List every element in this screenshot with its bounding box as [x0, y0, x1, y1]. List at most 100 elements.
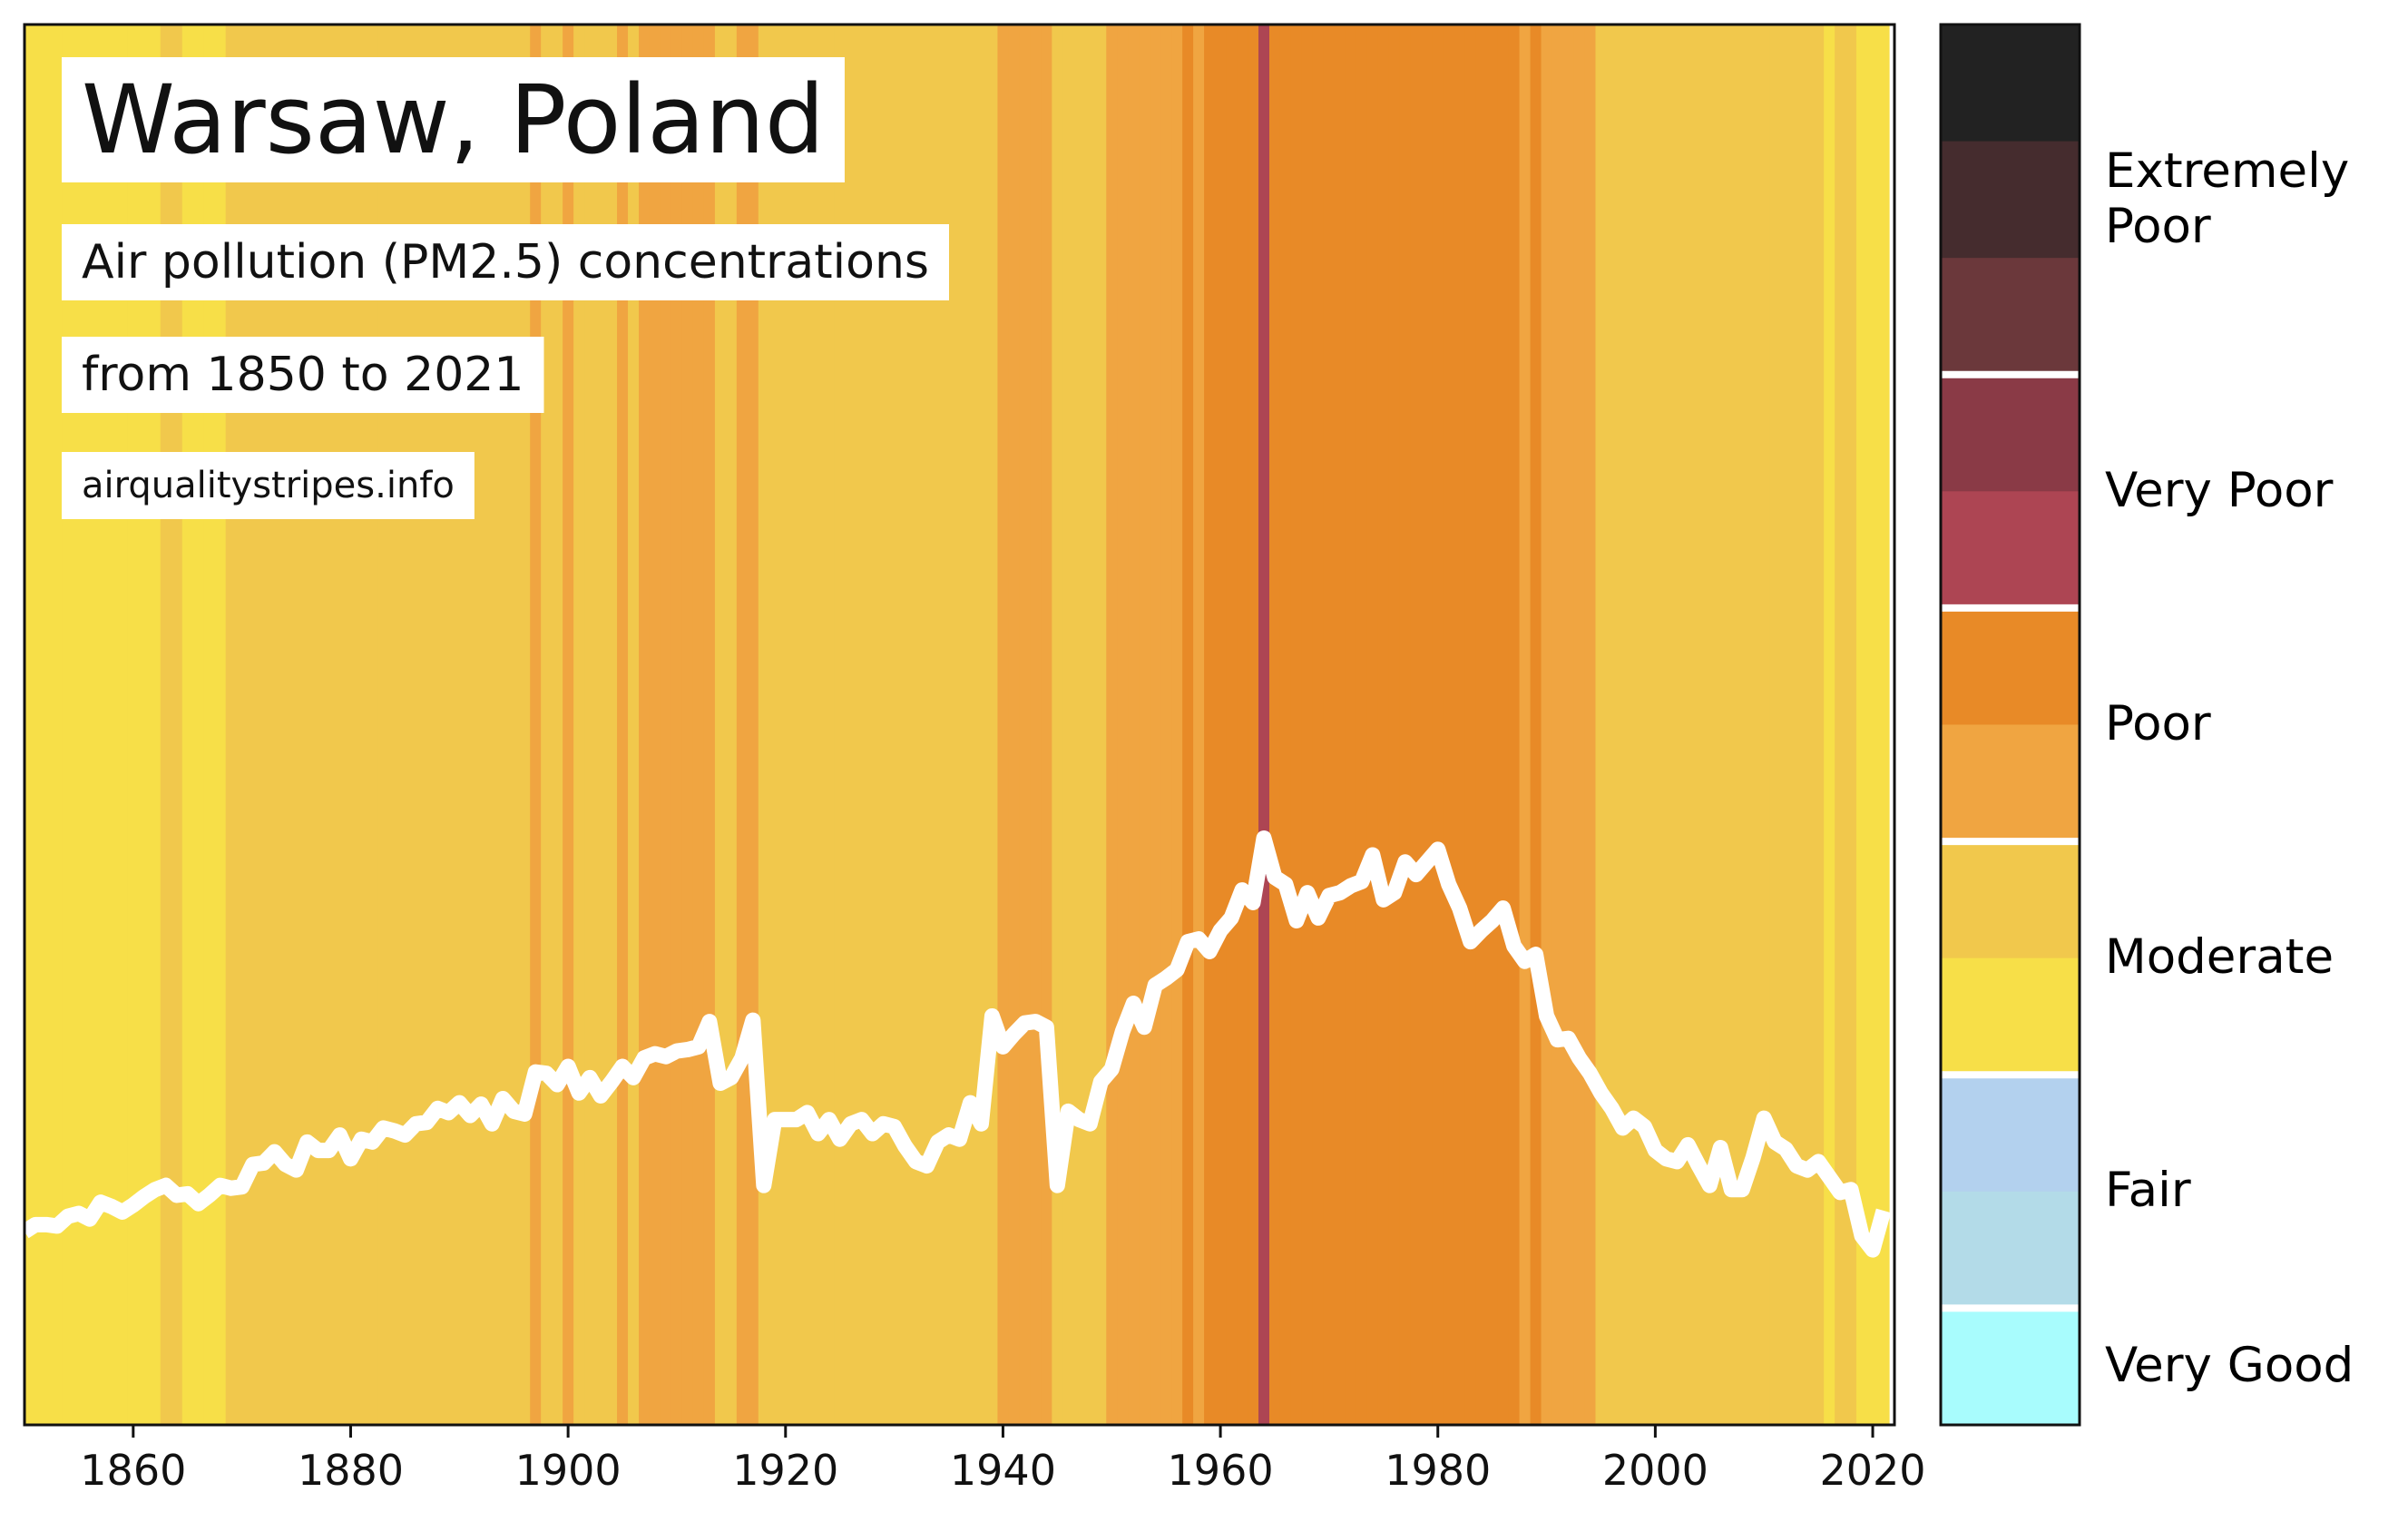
pollution-line [24, 830, 1892, 1258]
stripe [910, 25, 923, 1425]
stripe [954, 25, 966, 1425]
stripe [877, 25, 890, 1425]
stripe [834, 25, 847, 1425]
stripe [1606, 25, 1619, 1425]
colorbar-label-box: Fair [2105, 1163, 2191, 1219]
stripe [768, 25, 781, 1425]
stripe [1356, 25, 1368, 1425]
stripe [1030, 25, 1042, 1425]
stripe [943, 25, 955, 1425]
colorbar-segment [1941, 491, 2080, 609]
stripe [1323, 25, 1336, 1425]
stripe [1041, 25, 1052, 1425]
stripe [1682, 25, 1694, 1425]
colorbar-frame [1939, 23, 2081, 1427]
stripe [1878, 25, 1890, 1425]
stripe [1475, 25, 1488, 1425]
colorbar-segment [1941, 607, 2080, 725]
stripe [1301, 25, 1314, 1425]
stripe [1139, 25, 1150, 1425]
colorbar-label: Fair [2105, 1163, 2191, 1219]
chart-source-background [62, 452, 475, 519]
colorbar-label-box: Poor [2105, 696, 2211, 751]
stripe [51, 25, 64, 1425]
stripe [1193, 25, 1205, 1425]
stripe [1617, 25, 1630, 1425]
stripe [1780, 25, 1792, 1425]
stripe [1628, 25, 1640, 1425]
stripe [1454, 25, 1466, 1425]
colorbar-label-box: Very Good [2105, 1338, 2354, 1393]
stripe [1715, 25, 1727, 1425]
colorbar-label: Moderate [2105, 929, 2335, 986]
x-tick-label: 1980 [1385, 1446, 1491, 1495]
stripe [866, 25, 879, 1425]
chart-subtitle-box: Air pollution (PM2.5) concentrations [62, 224, 949, 300]
stripe [1248, 25, 1259, 1425]
stripe [1530, 25, 1542, 1425]
stripe [1421, 25, 1434, 1425]
stripe [1464, 25, 1477, 1425]
colorbar-segment [1941, 724, 2080, 842]
stripe [595, 25, 607, 1425]
stripe [921, 25, 934, 1425]
stripe [1726, 25, 1737, 1425]
chart-subtitle-background [62, 337, 544, 413]
stripe [975, 25, 988, 1425]
stripe [1584, 25, 1597, 1425]
stripe [1269, 25, 1281, 1425]
stripe [1813, 25, 1825, 1425]
stripe [1399, 25, 1412, 1425]
stripe [1008, 25, 1021, 1425]
x-tick-label: 1940 [950, 1446, 1056, 1495]
stripe [1835, 25, 1846, 1425]
chart-subtitle: Air pollution (PM2.5) concentrations [82, 235, 929, 290]
stripe [986, 25, 999, 1425]
stripe [1128, 25, 1140, 1425]
stripe [1171, 25, 1183, 1425]
stripe [1095, 25, 1107, 1425]
stripe [1215, 25, 1227, 1425]
stripe [1802, 25, 1814, 1425]
stripe [1258, 25, 1270, 1425]
stripe [1290, 25, 1303, 1425]
stripe [1182, 25, 1194, 1425]
chart-title: Warsaw, Poland [82, 64, 825, 175]
stripe [812, 25, 825, 1425]
stripe [1204, 25, 1216, 1425]
x-tick-label: 1920 [732, 1446, 838, 1495]
stripe [1410, 25, 1423, 1425]
stripe [671, 25, 683, 1425]
stripe [1856, 25, 1868, 1425]
chart-title-background [62, 57, 845, 182]
stripe [997, 25, 1010, 1425]
colorbar-label-box: Extremely Poor [2105, 143, 2349, 254]
stripe [1150, 25, 1161, 1425]
stripe [1660, 25, 1672, 1425]
stripe [899, 25, 912, 1425]
stripe [1377, 25, 1390, 1425]
stripe [1845, 25, 1857, 1425]
stripe [40, 25, 53, 1425]
stripe [1062, 25, 1074, 1425]
stripe [1019, 25, 1031, 1425]
colorbar-label: Very Poor [2105, 462, 2334, 518]
stripe [1443, 25, 1455, 1425]
stripe [856, 25, 868, 1425]
stripe [1704, 25, 1716, 1425]
colorbar-segment [1941, 141, 2080, 259]
stripe [1573, 25, 1586, 1425]
stripe [1486, 25, 1499, 1425]
stripe [1160, 25, 1172, 1425]
stripe [1737, 25, 1748, 1425]
x-tick-label: 1960 [1168, 1446, 1274, 1495]
stripe [1769, 25, 1781, 1425]
colorbar-segment [1941, 25, 2080, 142]
stripe [801, 25, 814, 1425]
x-tick-label: 2020 [1819, 1446, 1925, 1495]
stripe [1562, 25, 1575, 1425]
stripe [1747, 25, 1759, 1425]
stripe [1279, 25, 1292, 1425]
